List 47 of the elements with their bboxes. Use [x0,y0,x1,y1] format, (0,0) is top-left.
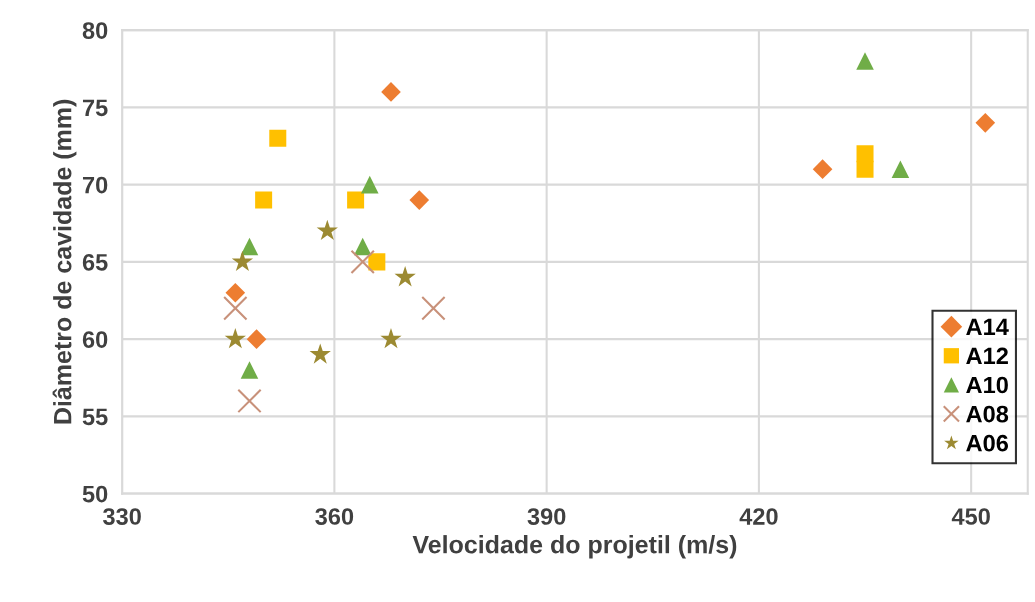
point [891,160,910,178]
x-tick-label: 390 [527,508,566,525]
y-axis-title: Diâmetro de cavidade (mm) [52,99,77,424]
y-tick-label: 55 [82,408,108,426]
point [309,343,331,364]
point [368,253,386,271]
y-tick-label: 65 [82,253,108,271]
point [224,327,246,349]
legend-label: A12 [966,347,1008,365]
point [409,190,430,210]
point [856,160,874,178]
point [225,282,246,303]
y-tick-label: 80 [82,22,108,39]
y-tick-label: 60 [82,331,108,348]
point [856,52,874,70]
legend-label: A10 [966,376,1008,394]
y-tick-label: 70 [83,176,108,194]
point [231,250,254,271]
x-tick-label: 360 [315,508,354,525]
y-tick-label: 50 [82,485,108,503]
legend-label: A06 [966,434,1009,452]
point [316,219,338,241]
point [223,295,248,321]
point [353,237,372,256]
point [350,249,375,275]
point [975,112,996,133]
point [381,82,401,102]
point [380,327,402,349]
point [237,388,262,414]
point [240,361,259,379]
legend-label: A14 [966,318,1009,335]
point [246,329,267,349]
point [255,191,273,209]
point [421,295,446,321]
point [269,129,287,147]
y-tick-label: 75 [83,99,108,117]
x-tick-label: 450 [951,508,990,525]
point [360,175,379,194]
legend-label: A08 [966,405,1009,423]
point [856,145,874,163]
x-tick-label: 420 [739,508,778,525]
point [812,159,833,179]
point [347,191,365,209]
point [394,266,416,287]
x-axis-title: Velocidade do projetil (m/s) [412,535,737,559]
point [240,237,259,256]
x-tick-label: 330 [102,508,141,525]
